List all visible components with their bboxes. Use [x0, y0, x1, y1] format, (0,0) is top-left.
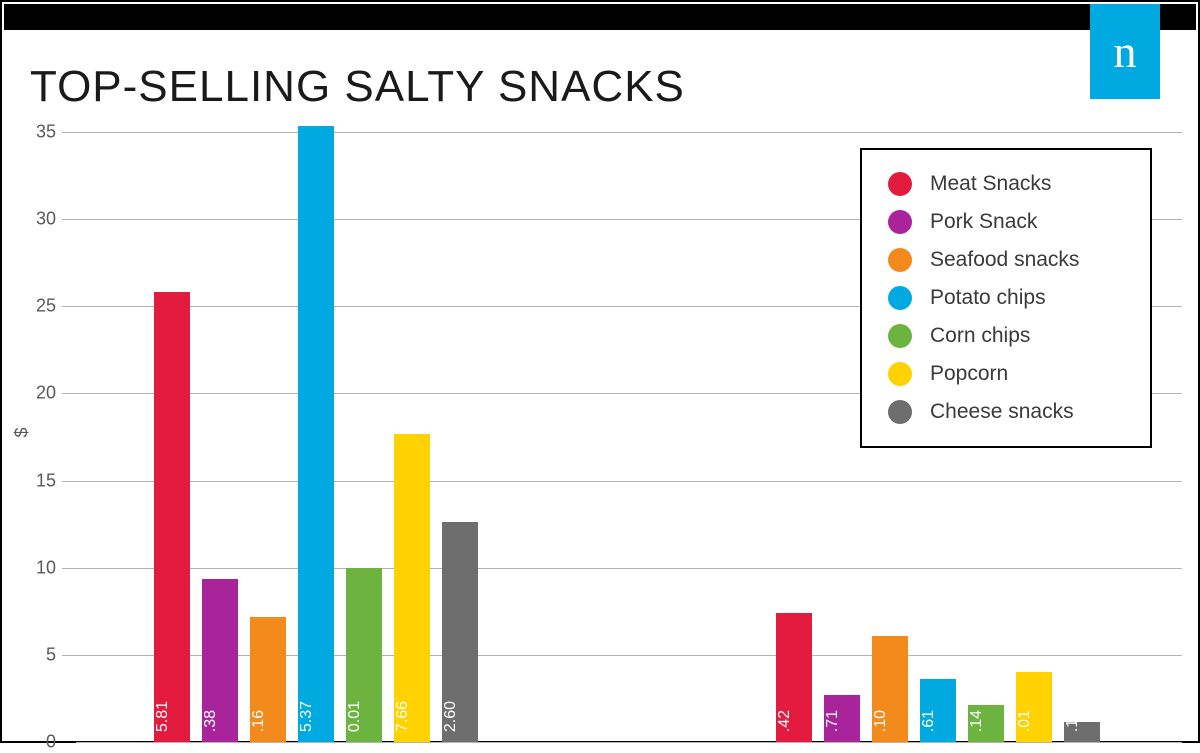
- bar-value-label: 5.37: [298, 701, 334, 736]
- bar-value-label: 5.81: [154, 701, 190, 736]
- y-tick-label: 20: [22, 383, 56, 404]
- legend-item: Popcorn: [888, 362, 1128, 386]
- bar-value-label: 0.01: [346, 701, 382, 736]
- legend-swatch: [888, 210, 912, 234]
- y-tick-label: 15: [22, 470, 56, 491]
- legend-label: Pork Snack: [930, 210, 1037, 234]
- legend-swatch: [888, 286, 912, 310]
- chart-frame: n TOP-SELLING SALTY SNACKS $ 05101520253…: [0, 0, 1200, 743]
- bar-value-label: .10: [872, 710, 908, 736]
- legend-swatch: [888, 400, 912, 424]
- bar-value-label: .16: [250, 710, 286, 736]
- top-bar: [4, 4, 1196, 30]
- bar-popcorn: .01: [1016, 672, 1052, 742]
- bar-value-label: .01: [1016, 710, 1052, 736]
- y-axis-label: $: [12, 427, 33, 437]
- bar-value-label: .14: [968, 710, 1004, 736]
- legend-label: Cheese snacks: [930, 400, 1074, 424]
- y-tick-label: 10: [22, 557, 56, 578]
- legend-label: Popcorn: [930, 362, 1008, 386]
- bar-seafood-snacks: .16: [250, 617, 286, 742]
- legend-label: Meat Snacks: [930, 172, 1051, 196]
- bar-value-label: 7.66: [394, 701, 430, 736]
- bar-seafood-snacks: .10: [872, 636, 908, 742]
- legend-swatch: [888, 362, 912, 386]
- bar-cheese-snacks: 2.60: [442, 522, 478, 742]
- chart-title: TOP-SELLING SALTY SNACKS: [30, 62, 685, 112]
- y-tick-label: 30: [22, 209, 56, 230]
- bar-potato-chips: .61: [920, 679, 956, 742]
- legend-swatch: [888, 324, 912, 348]
- bar-pork-snack: .71: [824, 695, 860, 742]
- legend: Meat Snacks Pork Snack Seafood snacks Potat…: [860, 148, 1152, 448]
- bar-pork-snack: .38: [202, 579, 238, 742]
- y-tick-label: 25: [22, 296, 56, 317]
- bar-popcorn: 7.66: [394, 434, 430, 742]
- bar-meat-snacks: .42: [776, 613, 812, 742]
- legend-item: Corn chips: [888, 324, 1128, 348]
- bar-value-label: .71: [824, 710, 860, 736]
- bar-value-label: .16: [1064, 710, 1100, 736]
- legend-label: Seafood snacks: [930, 248, 1079, 272]
- legend-swatch: [888, 172, 912, 196]
- legend-swatch: [888, 248, 912, 272]
- bar-corn-chips: 0.01: [346, 568, 382, 742]
- bar-value-label: 2.60: [442, 701, 478, 736]
- legend-item: Potato chips: [888, 286, 1128, 310]
- bar-value-label: .38: [202, 710, 238, 736]
- nielsen-logo-glyph: n: [1114, 25, 1137, 78]
- bar-cheese-snacks: .16: [1064, 722, 1100, 742]
- legend-item: Meat Snacks: [888, 172, 1128, 196]
- bar-meat-snacks: 5.81: [154, 292, 190, 742]
- legend-label: Corn chips: [930, 324, 1030, 348]
- bar-corn-chips: .14: [968, 705, 1004, 742]
- bar-value-label: .61: [920, 710, 956, 736]
- y-tick-label: 5: [22, 644, 56, 665]
- bar-value-label: .42: [776, 710, 812, 736]
- legend-label: Potato chips: [930, 286, 1046, 310]
- legend-item: Seafood snacks: [888, 248, 1128, 272]
- legend-item: Cheese snacks: [888, 400, 1128, 424]
- chart-area: $ 05101520253035 5.81.38.165.370.017.662…: [62, 132, 1182, 742]
- y-tick-label: 0: [22, 732, 56, 753]
- nielsen-logo-tab: n: [1090, 4, 1160, 99]
- y-tick-label: 35: [22, 122, 56, 143]
- legend-item: Pork Snack: [888, 210, 1128, 234]
- bar-potato-chips: 5.37: [298, 126, 334, 742]
